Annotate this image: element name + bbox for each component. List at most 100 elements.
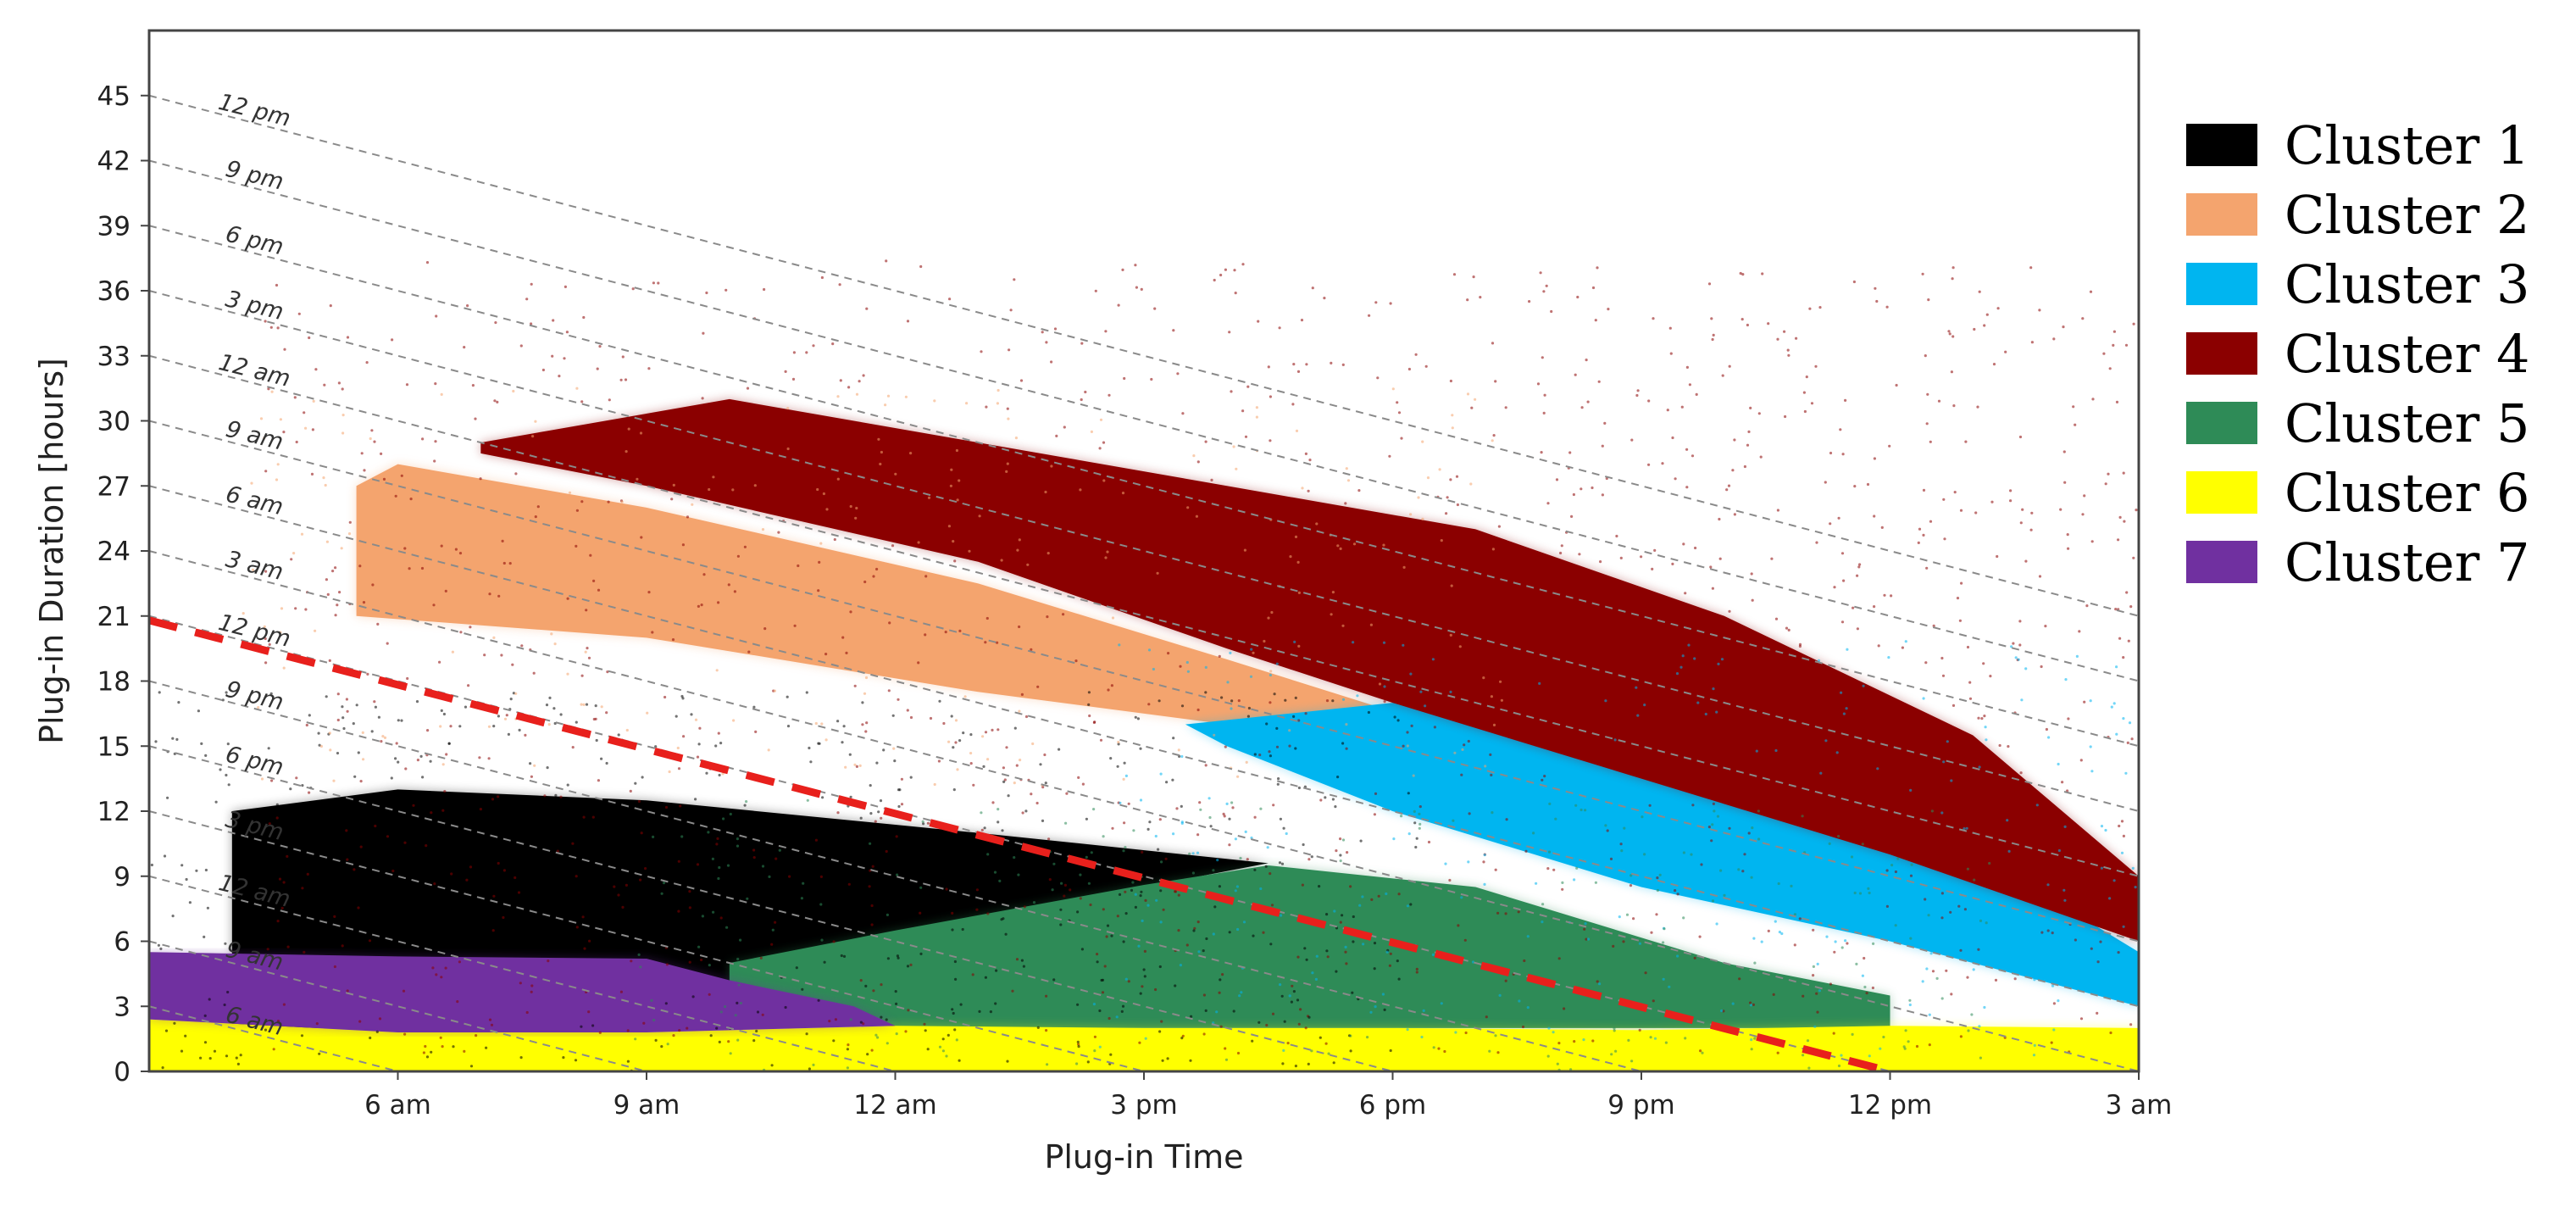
scatter-point xyxy=(1160,860,1163,864)
scatter-point xyxy=(761,865,765,868)
scatter-point xyxy=(2062,325,2065,329)
scatter-point xyxy=(1344,502,1347,505)
y-axis-label: Plug-in Duration [hours] xyxy=(33,358,70,744)
scatter-point xyxy=(2085,604,2089,608)
scatter-point xyxy=(1014,437,1018,440)
scatter-point xyxy=(553,642,557,646)
scatter-point xyxy=(1294,1065,1297,1068)
legend-item-cluster-7[interactable]: Cluster 7 xyxy=(2186,527,2529,597)
scatter-point xyxy=(295,440,298,444)
scatter-point xyxy=(1352,542,1357,546)
scatter-point xyxy=(1331,591,1335,594)
legend-item-cluster-1[interactable]: Cluster 1 xyxy=(2186,110,2529,180)
scatter-point xyxy=(2013,977,2017,981)
scatter-point xyxy=(1484,765,1487,768)
scatter-point xyxy=(855,392,859,396)
scatter-point xyxy=(270,779,274,782)
scatter-point xyxy=(841,636,845,639)
scatter-point xyxy=(1219,978,1222,982)
scatter-point xyxy=(836,477,840,481)
scatter-point xyxy=(938,1045,942,1048)
scatter-point xyxy=(1632,917,1635,921)
scatter-point xyxy=(756,1010,760,1014)
scatter-point xyxy=(1024,809,1028,813)
scatter-point xyxy=(621,355,625,359)
legend-item-cluster-5[interactable]: Cluster 5 xyxy=(2186,388,2529,458)
scatter-point xyxy=(1039,763,1042,766)
scatter-point xyxy=(1965,826,1968,830)
scatter-point xyxy=(639,431,643,435)
scatter-point xyxy=(1719,869,1723,872)
scatter-point xyxy=(958,1059,961,1062)
scatter-point xyxy=(1931,970,1935,973)
scatter-point xyxy=(2072,405,2075,409)
scatter-point xyxy=(264,1028,268,1032)
scatter-point xyxy=(1684,592,1687,595)
scatter-point xyxy=(824,738,828,742)
scatter-point xyxy=(954,977,958,981)
scatter-point xyxy=(1378,682,1382,686)
scatter-point xyxy=(2130,737,2134,741)
scatter-point xyxy=(1682,916,1685,920)
scatter-point xyxy=(1895,383,1898,387)
scatter-point xyxy=(1728,826,1731,830)
scatter-point xyxy=(666,1043,669,1046)
scatter-point xyxy=(719,1010,723,1014)
scatter-point xyxy=(1085,817,1088,820)
scatter-point xyxy=(1370,898,1374,901)
scatter-point xyxy=(924,1029,927,1032)
scatter-point xyxy=(1245,760,1248,765)
unplug-line-11 xyxy=(149,745,1393,1071)
legend-swatch xyxy=(2186,263,2257,305)
x-axis-label: Plug-in Time xyxy=(1044,1138,1243,1176)
scatter-point xyxy=(1455,475,1459,478)
scatter-point xyxy=(552,319,555,322)
scatter-point xyxy=(739,938,742,942)
scatter-point xyxy=(1813,1025,1817,1028)
scatter-point xyxy=(2112,879,2116,882)
scatter-point xyxy=(668,770,671,774)
scatter-point xyxy=(1709,565,1713,569)
scatter-point xyxy=(1700,863,1703,866)
scatter-point xyxy=(1269,872,1272,876)
scatter-point xyxy=(700,958,703,962)
scatter-point xyxy=(1046,615,1049,619)
scatter-point xyxy=(778,848,781,852)
scatter-point xyxy=(906,965,910,968)
scatter-point xyxy=(795,966,798,970)
legend-item-cluster-3[interactable]: Cluster 3 xyxy=(2186,249,2529,319)
scatter-point xyxy=(1583,927,1586,931)
scatter-point xyxy=(1840,1054,1843,1057)
unplug-line-12 xyxy=(149,810,1145,1071)
scatter-point xyxy=(1918,527,1922,531)
legend-item-cluster-2[interactable]: Cluster 2 xyxy=(2186,180,2529,249)
scatter-point xyxy=(2017,658,2020,661)
scatter-point xyxy=(1725,488,1729,492)
scatter-point xyxy=(550,632,553,636)
legend-item-cluster-4[interactable]: Cluster 4 xyxy=(2186,319,2529,388)
legend-item-cluster-6[interactable]: Cluster 6 xyxy=(2186,458,2529,527)
scatter-point xyxy=(1339,859,1342,863)
scatter-point xyxy=(433,882,436,886)
scatter-point xyxy=(545,704,549,707)
scatter-point xyxy=(840,954,843,958)
scatter-point xyxy=(754,730,758,734)
scatter-point xyxy=(1687,643,1690,647)
scatter-point xyxy=(394,494,397,498)
scatter-point xyxy=(1908,1003,1912,1007)
scatter-point xyxy=(1266,846,1269,849)
scatter-point xyxy=(1930,809,1934,813)
scatter-point xyxy=(1627,1038,1630,1042)
scatter-point xyxy=(1319,1036,1322,1039)
scatter-point xyxy=(439,725,442,728)
scatter-point xyxy=(324,483,327,487)
scatter-point xyxy=(718,865,721,870)
scatter-point xyxy=(906,709,909,712)
legend-swatch xyxy=(2186,471,2257,514)
scatter-point xyxy=(2007,849,2011,854)
scatter-point xyxy=(371,583,375,587)
scatter-point xyxy=(251,568,255,571)
scatter-point xyxy=(1307,1015,1311,1019)
scatter-point xyxy=(1640,555,1643,559)
scatter-point xyxy=(1596,266,1599,270)
